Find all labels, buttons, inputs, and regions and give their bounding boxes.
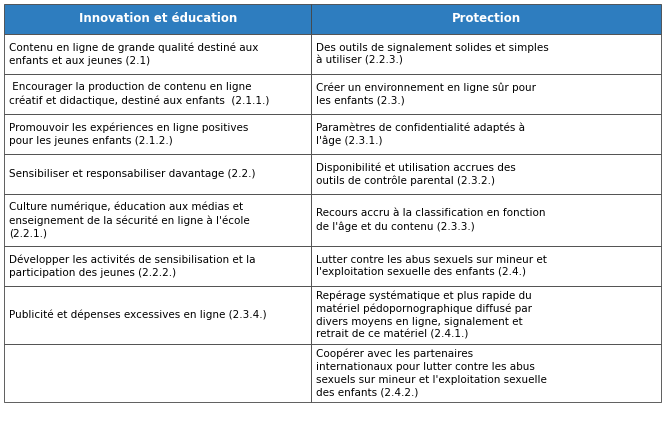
Bar (311, 74, 661, 114)
Bar (4, 246, 311, 286)
Text: Encourager la production de contenu en ligne
créatif et didactique, destiné aux : Encourager la production de contenu en l… (9, 82, 269, 106)
Text: Coopérer avec les partenaires
internationaux pour lutter contre les abus
sexuels: Coopérer avec les partenaires internatio… (317, 348, 547, 397)
Text: Disponibilité et utilisation accrues des
outils de contrôle parental (2.3.2.): Disponibilité et utilisation accrues des… (317, 162, 516, 186)
Text: Innovation et éducation: Innovation et éducation (78, 12, 237, 25)
Text: Publicité et dépenses excessives en ligne (2.3.4.): Publicité et dépenses excessives en lign… (9, 310, 267, 320)
Text: Protection: Protection (452, 12, 521, 25)
Text: Créer un environnement en ligne sûr pour
les enfants (2.3.): Créer un environnement en ligne sûr pour… (317, 82, 537, 105)
Bar (311, 34, 661, 74)
Bar (311, 4, 661, 34)
Bar (4, 4, 311, 34)
Bar (311, 286, 661, 344)
Bar (311, 194, 661, 246)
Bar (4, 344, 311, 402)
Bar (4, 34, 311, 74)
Text: Recours accru à la classification en fonction
de l'âge et du contenu (2.3.3.): Recours accru à la classification en fon… (317, 208, 546, 232)
Bar (4, 74, 311, 114)
Bar (4, 114, 311, 154)
Bar (311, 114, 661, 154)
Bar (4, 286, 311, 344)
Text: Promouvoir les expériences en ligne positives
pour les jeunes enfants (2.1.2.): Promouvoir les expériences en ligne posi… (9, 122, 248, 146)
Text: Développer les activités de sensibilisation et la
participation des jeunes (2.2.: Développer les activités de sensibilisat… (9, 255, 255, 278)
Bar (4, 154, 311, 194)
Text: Lutter contre les abus sexuels sur mineur et
l'exploitation sexuelle des enfants: Lutter contre les abus sexuels sur mineu… (317, 255, 547, 277)
Bar (311, 154, 661, 194)
Text: Repérage systématique et plus rapide du
matériel pédopornographique diffusé par
: Repérage systématique et plus rapide du … (317, 290, 533, 340)
Text: Contenu en ligne de grande qualité destiné aux
enfants et aux jeunes (2.1): Contenu en ligne de grande qualité desti… (9, 42, 259, 66)
Text: Des outils de signalement solides et simples
à utiliser (2.2.3.): Des outils de signalement solides et sim… (317, 43, 549, 65)
Bar (311, 344, 661, 402)
Bar (311, 246, 661, 286)
Bar (4, 194, 311, 246)
Text: Sensibiliser et responsabiliser davantage (2.2.): Sensibiliser et responsabiliser davantag… (9, 169, 255, 179)
Text: Culture numérique, éducation aux médias et
enseignement de la sécurité en ligne : Culture numérique, éducation aux médias … (9, 202, 250, 239)
Text: Paramètres de confidentialité adaptés à
l'âge (2.3.1.): Paramètres de confidentialité adaptés à … (317, 122, 525, 146)
